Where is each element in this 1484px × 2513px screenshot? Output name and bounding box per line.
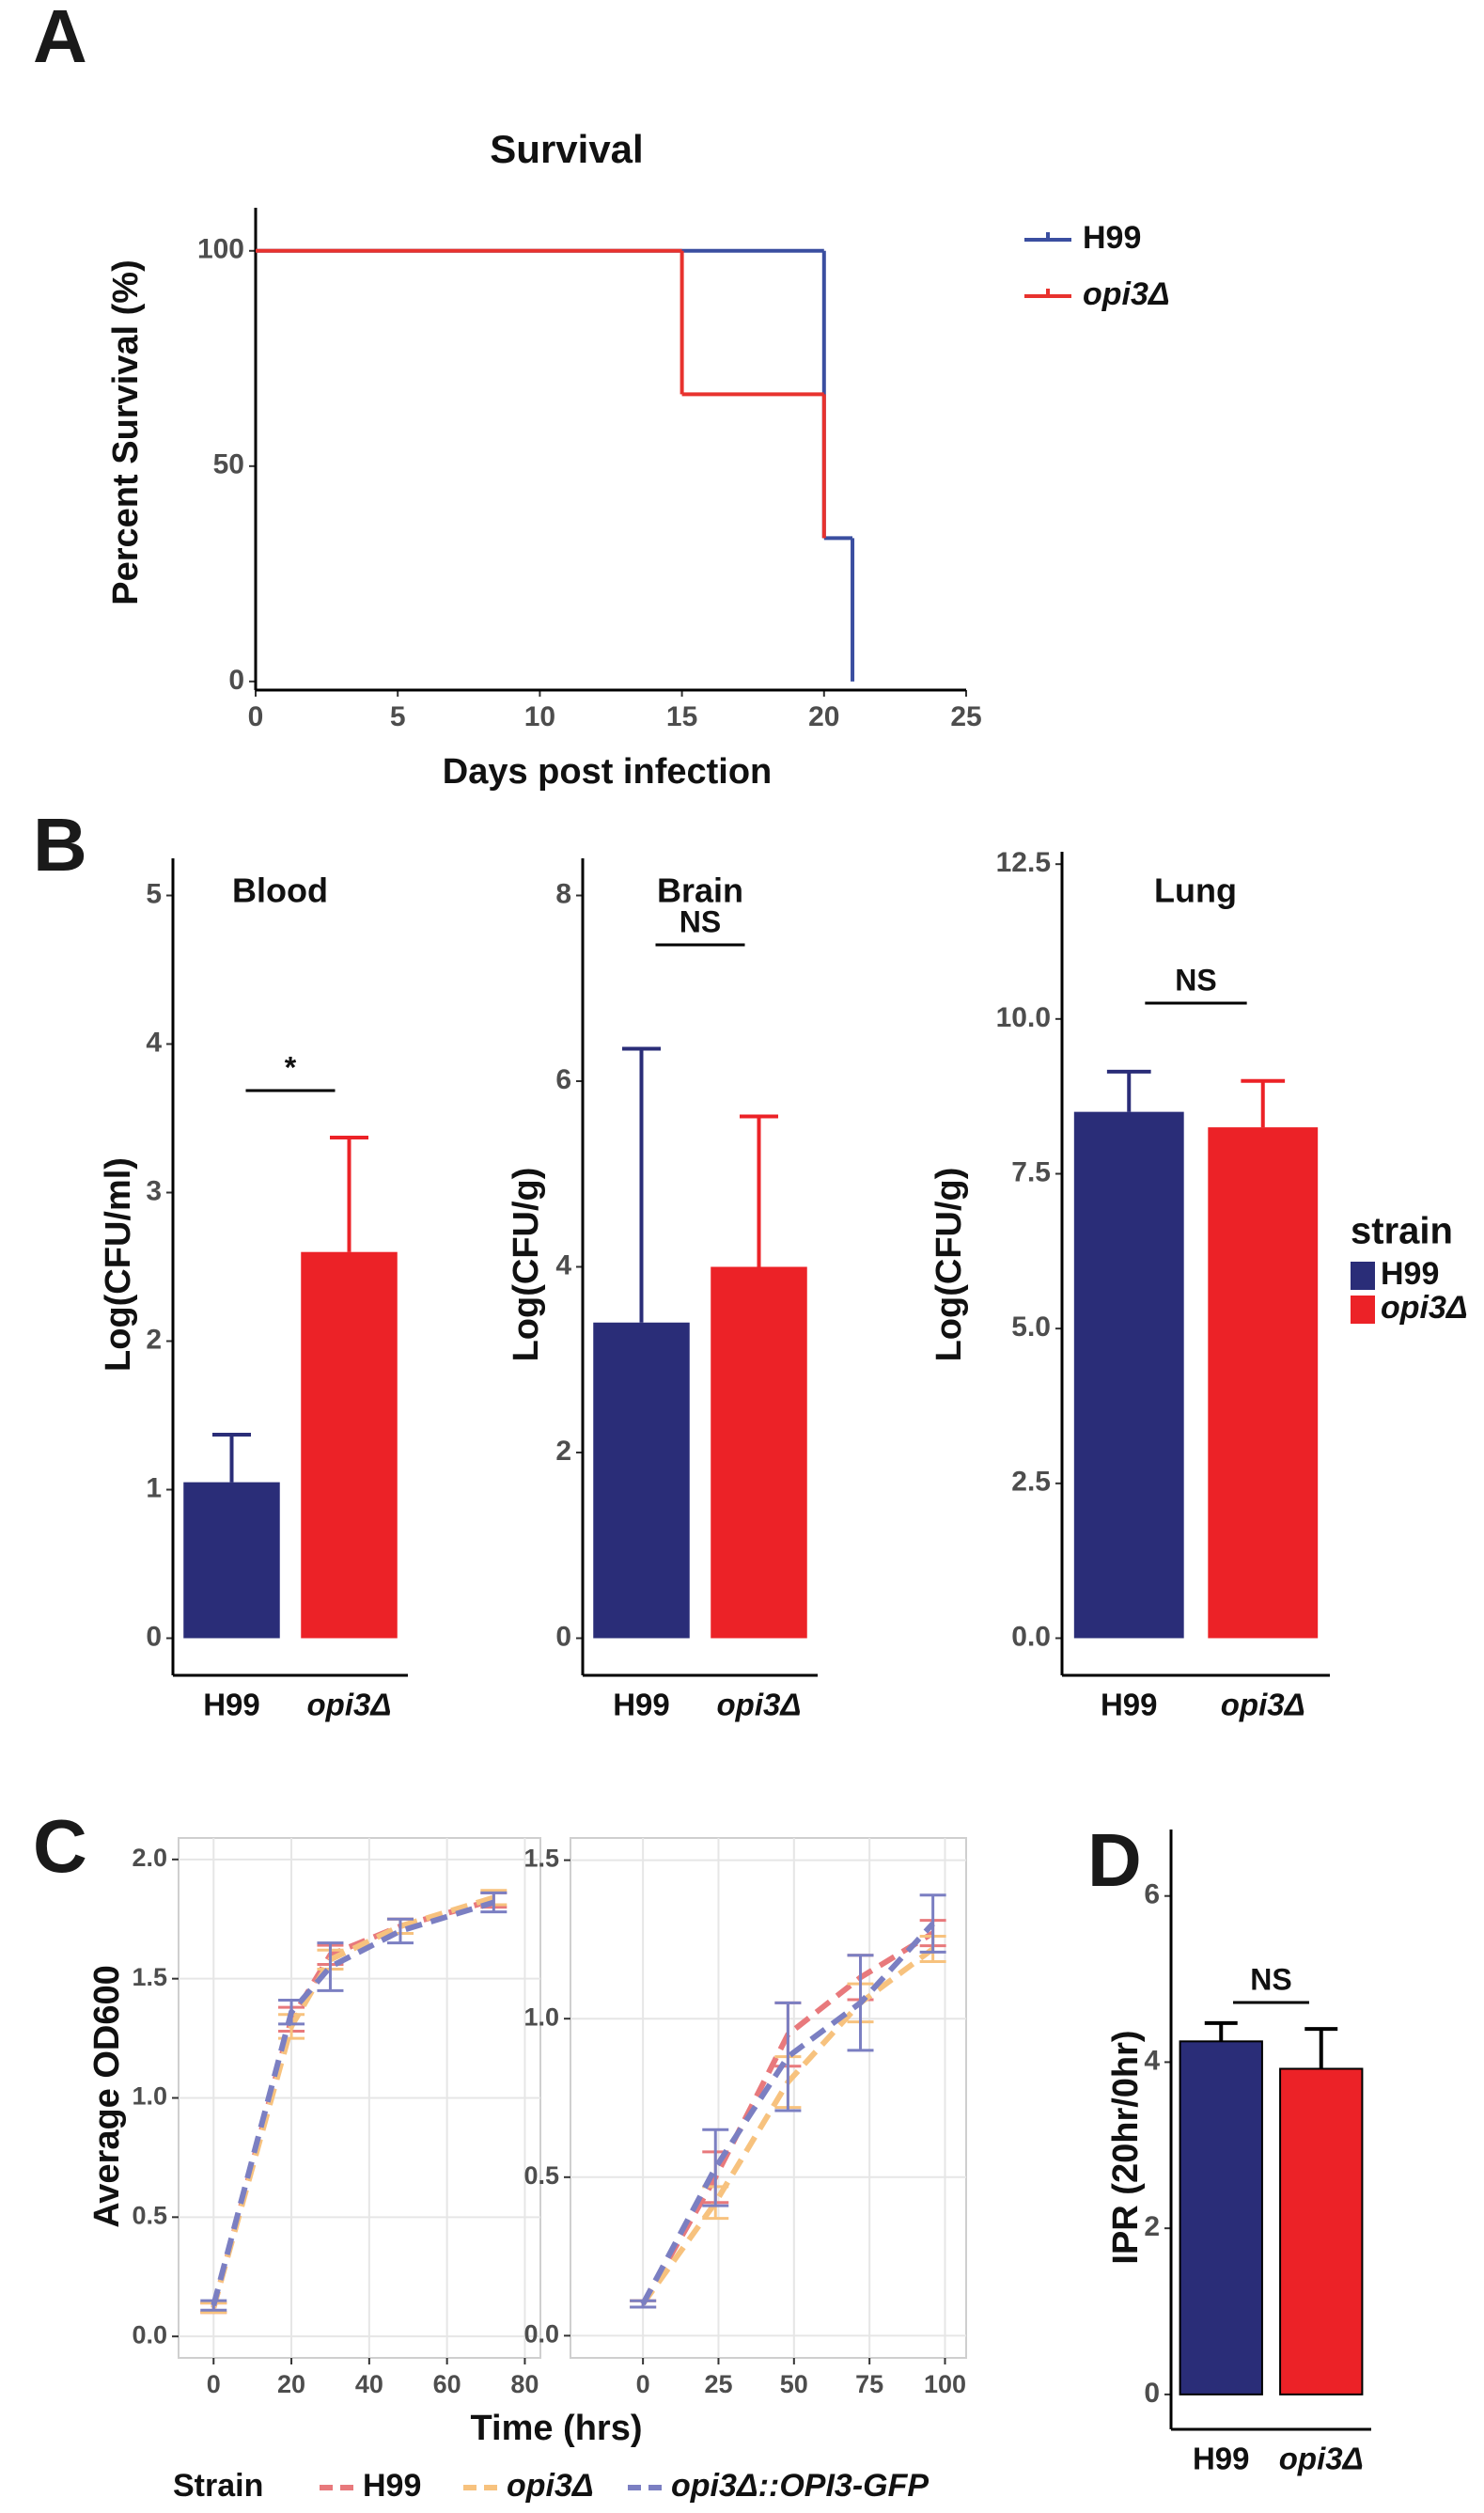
y-axis-label: Percent Survival (%)	[106, 259, 146, 605]
y-axis-label: Log(CFU/ml)	[99, 1157, 138, 1372]
y-tick-label: 6	[555, 1064, 571, 1095]
bar	[593, 1322, 690, 1639]
bar	[1179, 2040, 1263, 2395]
x-tick-label: 10	[524, 701, 555, 732]
x-tick-label: 40	[355, 2370, 383, 2398]
y-tick-label: 0	[1144, 2378, 1160, 2409]
chart-title: Lung	[1154, 872, 1237, 910]
x-tick-label: opi3Δ	[1221, 1688, 1305, 1722]
x-tick-label: H99	[1101, 1688, 1158, 1722]
y-tick-label: 2	[1144, 2211, 1160, 2242]
bar	[711, 1266, 807, 1639]
y-tick-label: 4	[146, 1027, 162, 1058]
x-tick-label: opi3Δ	[307, 1688, 392, 1722]
x-axis-label: Days post infection	[443, 752, 773, 792]
legend-title: strain	[1351, 1211, 1453, 1252]
y-tick-label: 0.0	[132, 2320, 167, 2348]
y-tick-label: 0.5	[523, 2161, 559, 2190]
chart-title: Blood	[232, 872, 328, 910]
y-tick-label: 8	[555, 878, 571, 909]
y-tick-label: 2	[146, 1324, 162, 1355]
chart-title: Survival	[490, 127, 643, 171]
y-tick-label: 5.0	[1011, 1311, 1051, 1343]
y-tick-label: 2.5	[1011, 1467, 1051, 1498]
y-axis-label: IPR (20hr/0hr)	[1106, 2030, 1146, 2264]
legend-label: H99	[1381, 1256, 1439, 1292]
significance-label: NS	[680, 904, 721, 938]
y-tick-label: 1.5	[132, 1963, 167, 1991]
panel-letter: C	[33, 1804, 87, 1888]
legend-title: Strain	[173, 2468, 263, 2504]
y-tick-label: 0.0	[523, 2320, 559, 2348]
x-tick-label: 0	[248, 701, 264, 732]
legend-label: opi3Δ	[507, 2468, 594, 2504]
legend-label: opi3Δ	[1381, 1290, 1468, 1326]
x-tick-label: 15	[666, 701, 697, 732]
x-tick-label: 75	[855, 2370, 883, 2398]
y-tick-label: 4	[555, 1249, 571, 1280]
y-tick-label: 0	[555, 1621, 571, 1652]
y-axis-label: Log(CFU/g)	[929, 1168, 969, 1362]
panel-letter: B	[33, 803, 87, 887]
legend-label: opi3Δ	[1083, 276, 1170, 312]
legend-label: opi3Δ::OPI3-GFP	[671, 2468, 929, 2504]
bar	[301, 1251, 398, 1639]
y-tick-label: 3	[146, 1175, 162, 1206]
x-tick-label: opi3Δ	[717, 1688, 802, 1722]
legend-swatch	[1351, 1296, 1375, 1324]
plot-panel	[570, 1837, 967, 2359]
x-tick-label: 5	[390, 701, 406, 732]
y-tick-label: 0.0	[1011, 1621, 1051, 1652]
y-tick-label: 4	[1144, 2045, 1160, 2076]
legend-label: H99	[1083, 220, 1141, 256]
y-tick-label: 5	[146, 878, 162, 909]
x-tick-label: 60	[433, 2370, 461, 2398]
y-tick-label: 100	[197, 234, 244, 265]
panel-letter: D	[1087, 1818, 1142, 1902]
y-tick-label: 1.0	[132, 2082, 167, 2111]
series-line	[211, 1899, 495, 2306]
y-tick-label: 1	[146, 1472, 162, 1503]
bar	[1073, 1111, 1184, 1639]
x-tick-label: H99	[613, 1688, 670, 1722]
panel-letter: A	[33, 0, 87, 78]
bar	[183, 1482, 280, 1639]
chart-title: Brain	[657, 872, 743, 910]
bar	[1279, 2067, 1364, 2395]
y-tick-label: 50	[213, 449, 244, 480]
y-tick-label: 12.5	[996, 847, 1051, 878]
bar	[1208, 1127, 1319, 1639]
x-tick-label: 100	[924, 2370, 966, 2398]
y-tick-label: 0.5	[132, 2201, 167, 2229]
y-tick-label: 0	[146, 1621, 162, 1652]
y-tick-label: 1.0	[523, 2003, 559, 2031]
x-tick-label: 20	[277, 2370, 305, 2398]
legend-label: H99	[363, 2468, 421, 2504]
x-tick-label: 80	[510, 2370, 539, 2398]
significance-label: NS	[1250, 1962, 1291, 1996]
y-tick-label: 10.0	[996, 1002, 1051, 1033]
x-tick-label: 50	[780, 2370, 808, 2398]
x-tick-label: 25	[704, 2370, 732, 2398]
x-axis-label: Time (hrs)	[470, 2409, 642, 2448]
significance-label: NS	[1175, 963, 1216, 997]
x-tick-label: opi3Δ	[1279, 2442, 1364, 2476]
y-tick-label: 2	[555, 1436, 571, 1467]
y-axis-label: Average OD600	[87, 1965, 127, 2228]
y-tick-label: 2.0	[132, 1844, 167, 1872]
x-tick-label: H99	[203, 1688, 260, 1722]
y-tick-label: 7.5	[1011, 1156, 1051, 1187]
y-tick-label: 0	[228, 665, 244, 696]
x-tick-label: 0	[207, 2370, 221, 2398]
x-tick-label: 25	[950, 701, 981, 732]
significance-label: *	[285, 1050, 297, 1084]
x-tick-label: H99	[1193, 2442, 1250, 2476]
x-tick-label: 0	[636, 2370, 650, 2398]
y-tick-label: 1.5	[523, 1845, 559, 1873]
y-axis-label: Log(CFU/g)	[507, 1168, 546, 1362]
y-tick-label: 6	[1144, 1879, 1160, 1910]
x-tick-label: 20	[808, 701, 839, 732]
legend-swatch	[1351, 1262, 1375, 1290]
